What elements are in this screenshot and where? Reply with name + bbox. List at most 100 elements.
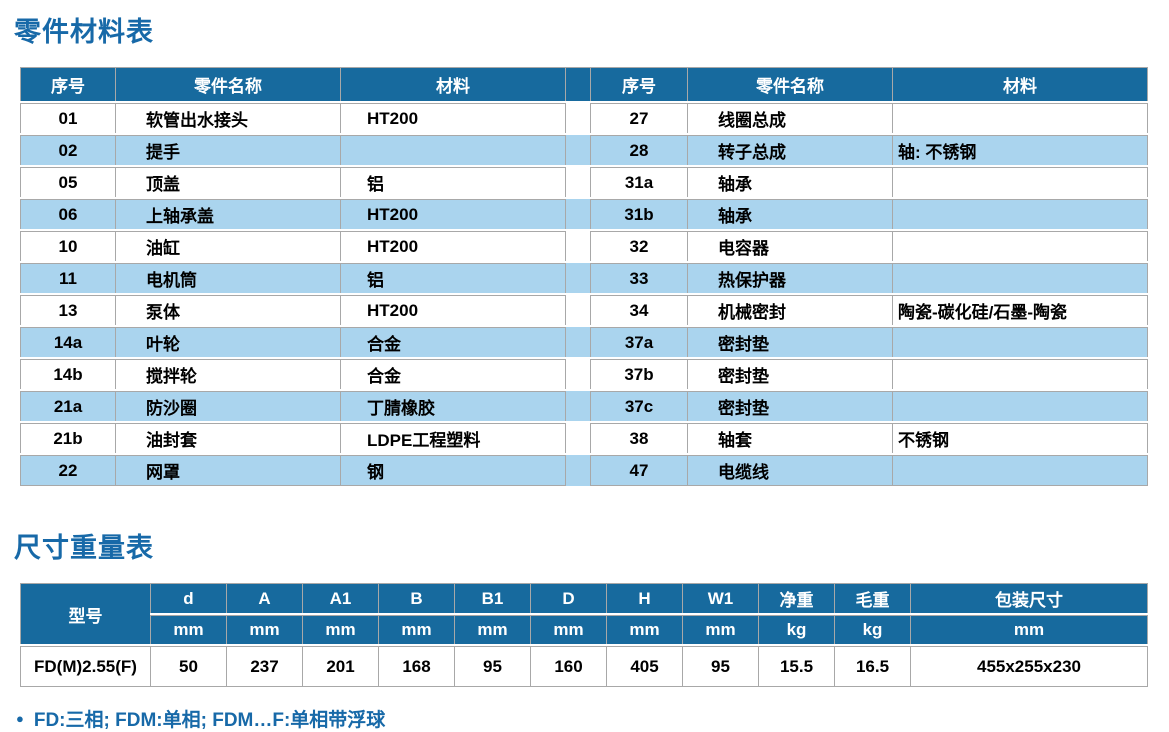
col-unit: mm [378,615,454,644]
col-header-d: d [150,583,226,613]
dim-value-净重: 15.5 [758,646,834,687]
model-value: FD(M)2.55(F) [20,646,150,687]
part-number: 11 [20,263,115,293]
table-gap [565,455,590,486]
table-gap [565,199,590,229]
part-material: HT200 [340,295,565,325]
part-name: 防沙圈 [115,391,340,421]
part-name: 顶盖 [115,167,340,197]
part-number: 47 [590,455,687,486]
parts-table-row: 14b 搅拌轮 合金 37b 密封垫 [20,359,1148,389]
table-gap [565,391,590,421]
part-number: 31a [590,167,687,197]
parts-table-row: 13 泵体 HT200 34 机械密封 陶瓷-碳化硅/石墨-陶瓷 [20,295,1148,325]
part-name: 搅拌轮 [115,359,340,389]
col-header-A: A [226,583,302,613]
part-material [892,327,1148,357]
dims-table-row: FD(M)2.55(F) 50 237 201 168 95 160 405 95 15.5 16.… [20,646,1148,687]
footnote: ● FD:三相; FDM:单相; FDM…F:单相带浮球 [16,705,1169,732]
col-header-name: 零件名称 [687,67,892,101]
part-name: 上轴承盖 [115,199,340,229]
part-name: 轴承 [687,167,892,197]
part-name: 轴套 [687,423,892,453]
dimensions-table-header: 型号 d A A1 B B1 D H W1 净重 毛重 包装尺寸 mm mm mm mm mm mm mm mm kg k… [20,583,1148,644]
parts-table-row: 10 油缸 HT200 32 电容器 [20,231,1148,261]
part-name: 电缆线 [687,455,892,486]
parts-table-title: 零件材料表 [14,17,154,47]
table-gap [565,423,590,453]
table-gap [565,67,590,101]
part-material [892,167,1148,197]
parts-table-row: 11 电机筒铝 33 热保护器 [20,263,1148,293]
table-gap [565,231,590,261]
table-gap [565,167,590,197]
part-material [892,455,1148,486]
dim-value-H: 405 [606,646,682,687]
col-unit: mm [910,615,1148,644]
col-header-material: 材料 [892,67,1148,101]
part-number: 13 [20,295,115,325]
table-gap [565,103,590,133]
table-gap [565,135,590,165]
part-material: 合金 [340,327,565,357]
part-name: 密封垫 [687,391,892,421]
part-material [892,359,1148,389]
parts-material-table: 序号 零件名称 材料 序号 零件名称 材料 01 软管出水接头 HT200 27 线圈总… [20,65,1148,488]
part-number: 01 [20,103,115,133]
col-header-A1: A1 [302,583,378,613]
parts-table-row: 22 网罩钢 47 电缆线 [20,455,1148,486]
col-header-no: 序号 [20,67,115,101]
dimensions-table-body: FD(M)2.55(F) 50 237 201 168 95 160 405 95 15.5 16.… [20,646,1148,687]
part-material [892,263,1148,293]
col-header-毛重: 毛重 [834,583,910,613]
parts-table-row: 05 顶盖铝 31a 轴承 [20,167,1148,197]
col-header-H: H [606,583,682,613]
col-header-W1: W1 [682,583,758,613]
part-material: HT200 [340,103,565,133]
part-number: 31b [590,199,687,229]
part-number: 38 [590,423,687,453]
part-name: 油缸 [115,231,340,261]
part-number: 21b [20,423,115,453]
part-material: LDPE工程塑料 [340,423,565,453]
table-gap [565,295,590,325]
part-material: HT200 [340,199,565,229]
part-number: 33 [590,263,687,293]
col-unit: mm [454,615,530,644]
col-unit: mm [302,615,378,644]
part-number: 37b [590,359,687,389]
part-number: 14a [20,327,115,357]
dims-header-row-units: mm mm mm mm mm mm mm mm kg kg mm [20,615,1148,644]
part-number: 28 [590,135,687,165]
part-number: 37a [590,327,687,357]
parts-table-row: 21a 防沙圈 丁腈橡胶 37c 密封垫 [20,391,1148,421]
dim-value-毛重: 16.5 [834,646,910,687]
part-material [892,103,1148,133]
part-material: 合金 [340,359,565,389]
col-unit: mm [606,615,682,644]
dim-value-d: 50 [150,646,226,687]
part-name: 电容器 [687,231,892,261]
dimensions-weight-table: 型号 d A A1 B B1 D H W1 净重 毛重 包装尺寸 mm mm mm mm mm mm mm mm kg k… [20,581,1148,689]
part-name: 叶轮 [115,327,340,357]
dims-header-row-labels: 型号 d A A1 B B1 D H W1 净重 毛重 包装尺寸 [20,583,1148,644]
part-material: 轴: 不锈钢 [892,135,1148,165]
part-name: 密封垫 [687,327,892,357]
footnote-text: FD:三相; FDM:单相; FDM…F:单相带浮球 [33,710,386,731]
dim-value-B1: 95 [454,646,530,687]
col-unit: mm [150,615,226,644]
part-number: 10 [20,231,115,261]
part-name: 网罩 [115,455,340,486]
parts-header-row: 序号 零件名称 材料 序号 零件名称 材料 [20,67,1148,101]
dim-value-W1: 95 [682,646,758,687]
part-material: 不锈钢 [892,423,1148,453]
part-number: 37c [590,391,687,421]
col-header-model: 型号 [20,583,150,644]
col-unit: mm [682,615,758,644]
part-number: 06 [20,199,115,229]
part-name: 电机筒 [115,263,340,293]
part-name: 机械密封 [687,295,892,325]
table-gap [565,359,590,389]
part-number: 14b [20,359,115,389]
dim-value-A: 237 [226,646,302,687]
